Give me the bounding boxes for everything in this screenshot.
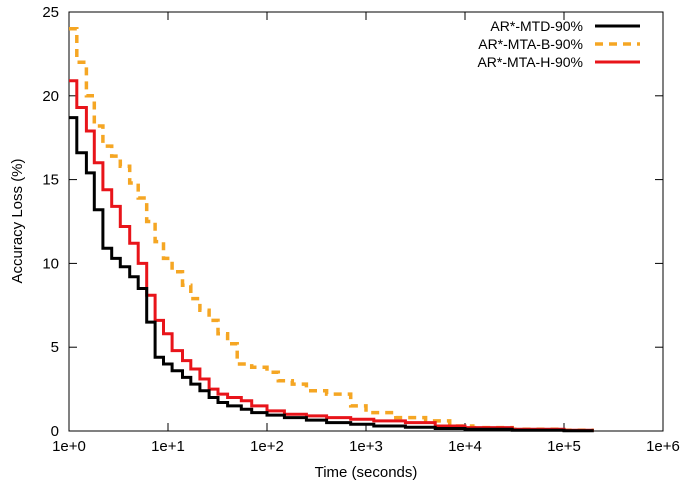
series-line-3 <box>69 79 594 432</box>
series-line-1 <box>69 116 594 433</box>
x-tick-label: 1e+4 <box>448 438 482 455</box>
x-tick-label: 1e+6 <box>646 438 680 455</box>
y-tick-label: 20 <box>42 88 59 105</box>
x-tick-label: 1e+2 <box>250 438 284 455</box>
plot-frame <box>68 11 664 432</box>
x-axis-label: Time (seconds) <box>315 464 418 481</box>
series-layer <box>69 27 594 433</box>
y-axis: 0 5 10 15 20 25 <box>42 4 663 440</box>
y-tick-label: 5 <box>51 339 59 356</box>
x-axis: 1e+0 1e+1 1e+2 1e+3 1e+4 1e+5 1e+6 <box>52 12 680 455</box>
x-tick-label: 1e+0 <box>52 438 86 455</box>
series-line-2 <box>69 27 594 432</box>
x-tick-label: 1e+3 <box>349 438 383 455</box>
legend-label-2: AR*-MTA-B-90% <box>478 36 583 52</box>
y-tick-label: 15 <box>42 172 59 189</box>
y-tick-label: 25 <box>42 4 59 21</box>
y-tick-label: 0 <box>51 423 59 440</box>
legend: AR*-MTD-90% AR*-MTA-B-90% AR*-MTA-H-90% <box>477 18 640 70</box>
x-tick-label: 1e+1 <box>151 438 185 455</box>
y-axis-label: Accuracy Loss (%) <box>9 158 26 283</box>
legend-label-1: AR*-MTD-90% <box>490 18 583 34</box>
x-tick-label: 1e+5 <box>547 438 581 455</box>
legend-label-3: AR*-MTA-H-90% <box>477 54 583 70</box>
y-tick-label: 10 <box>42 255 59 272</box>
